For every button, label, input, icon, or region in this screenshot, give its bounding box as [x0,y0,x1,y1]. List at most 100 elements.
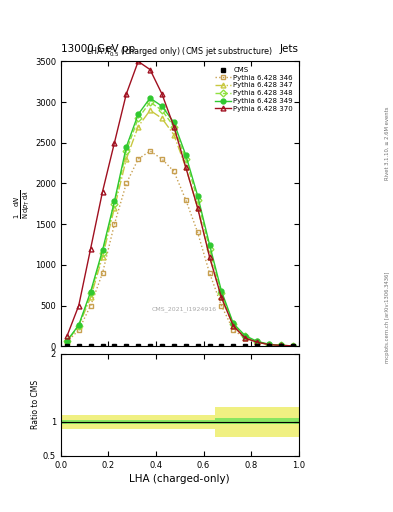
Pythia 6.428 348 [76,323,81,329]
Pythia 6.428 346 [112,221,117,227]
Pythia 6.428 349 [124,144,129,150]
Pythia 6.428 347 [266,342,271,348]
Pythia 6.428 348 [207,246,212,252]
Line: Pythia 6.428 348: Pythia 6.428 348 [64,100,295,348]
Pythia 6.428 346 [219,303,224,309]
Pythia 6.428 370 [184,164,188,170]
CMS [160,343,164,349]
Line: Pythia 6.428 370: Pythia 6.428 370 [64,59,295,348]
Pythia 6.428 346 [124,180,129,186]
Pythia 6.428 349 [184,152,188,158]
Pythia 6.428 346 [255,339,259,345]
Pythia 6.428 346 [290,343,295,349]
Pythia 6.428 370 [195,205,200,211]
CMS [100,343,105,349]
Pythia 6.428 349 [88,289,93,295]
Pythia 6.428 346 [88,303,93,309]
Text: LHA $\lambda^{1}_{0.5}$ (charged only) (CMS jet substructure): LHA $\lambda^{1}_{0.5}$ (charged only) (… [86,44,274,58]
Pythia 6.428 347 [290,343,295,349]
Pythia 6.428 346 [195,229,200,236]
Pythia 6.428 346 [100,270,105,276]
Pythia 6.428 370 [266,342,271,348]
Pythia 6.428 346 [231,327,236,333]
Pythia 6.428 346 [148,148,152,154]
Pythia 6.428 347 [160,115,164,121]
Pythia 6.428 347 [171,132,176,138]
Text: mcplots.cern.ch [arXiv:1306.3436]: mcplots.cern.ch [arXiv:1306.3436] [385,272,389,363]
Pythia 6.428 346 [184,197,188,203]
CMS [136,343,141,349]
X-axis label: LHA (charged-only): LHA (charged-only) [129,474,230,484]
CMS [266,343,271,349]
Pythia 6.428 347 [243,335,248,341]
Pythia 6.428 349 [148,95,152,101]
Y-axis label: $\frac{1}{\mathrm{N}}\frac{\mathrm{d}N}{\mathrm{d}p_T\,\mathrm{d}\lambda}$: $\frac{1}{\mathrm{N}}\frac{\mathrm{d}N}{… [13,189,32,219]
Pythia 6.428 370 [243,335,248,341]
Pythia 6.428 349 [76,322,81,328]
Line: Pythia 6.428 349: Pythia 6.428 349 [64,96,295,348]
CMS [64,343,69,349]
Text: CMS_2021_I1924916: CMS_2021_I1924916 [152,306,217,312]
Pythia 6.428 348 [219,290,224,296]
Pythia 6.428 347 [148,107,152,113]
Pythia 6.428 349 [100,247,105,253]
Pythia 6.428 348 [231,321,236,327]
Pythia 6.428 348 [112,201,117,207]
Pythia 6.428 349 [290,343,295,349]
CMS [76,343,81,349]
Pythia 6.428 349 [219,288,224,294]
Pythia 6.428 370 [112,140,117,146]
CMS [219,343,224,349]
Pythia 6.428 347 [195,205,200,211]
Pythia 6.428 370 [124,91,129,97]
CMS [231,343,236,349]
Pythia 6.428 348 [124,148,129,154]
Pythia 6.428 347 [88,294,93,301]
Pythia 6.428 347 [136,123,141,130]
Pythia 6.428 370 [255,339,259,345]
Pythia 6.428 348 [290,343,295,349]
Pythia 6.428 347 [231,323,236,329]
Pythia 6.428 349 [171,119,176,125]
CMS [112,343,117,349]
CMS [195,343,200,349]
Pythia 6.428 349 [160,103,164,109]
Pythia 6.428 348 [184,156,188,162]
Pythia 6.428 348 [279,343,283,349]
CMS [255,343,259,349]
Pythia 6.428 346 [266,342,271,348]
Pythia 6.428 348 [171,123,176,130]
Pythia 6.428 349 [255,338,259,345]
Pythia 6.428 346 [76,327,81,333]
Pythia 6.428 349 [64,338,69,344]
Text: Rivet 3.1.10, ≥ 2.6M events: Rivet 3.1.10, ≥ 2.6M events [385,106,389,180]
Pythia 6.428 348 [148,99,152,105]
Pythia 6.428 370 [219,294,224,301]
Pythia 6.428 347 [184,164,188,170]
Y-axis label: Ratio to CMS: Ratio to CMS [31,380,40,430]
Pythia 6.428 349 [136,111,141,117]
Pythia 6.428 347 [255,339,259,345]
Pythia 6.428 370 [136,58,141,65]
Pythia 6.428 349 [231,321,236,327]
Pythia 6.428 349 [195,193,200,199]
Line: Pythia 6.428 347: Pythia 6.428 347 [64,108,295,348]
Pythia 6.428 347 [207,253,212,260]
Pythia 6.428 370 [290,343,295,349]
Pythia 6.428 370 [88,246,93,252]
Line: Pythia 6.428 346: Pythia 6.428 346 [64,148,295,348]
Pythia 6.428 370 [76,303,81,309]
Pythia 6.428 348 [160,107,164,113]
CMS [243,343,248,349]
Pythia 6.428 370 [64,333,69,339]
Pythia 6.428 347 [279,343,283,349]
Pythia 6.428 370 [148,67,152,73]
Pythia 6.428 347 [124,156,129,162]
Pythia 6.428 348 [243,333,248,339]
Pythia 6.428 370 [171,123,176,130]
Pythia 6.428 347 [219,294,224,301]
Pythia 6.428 348 [266,342,271,348]
Pythia 6.428 346 [279,343,283,349]
Pythia 6.428 348 [195,197,200,203]
CMS [148,343,152,349]
